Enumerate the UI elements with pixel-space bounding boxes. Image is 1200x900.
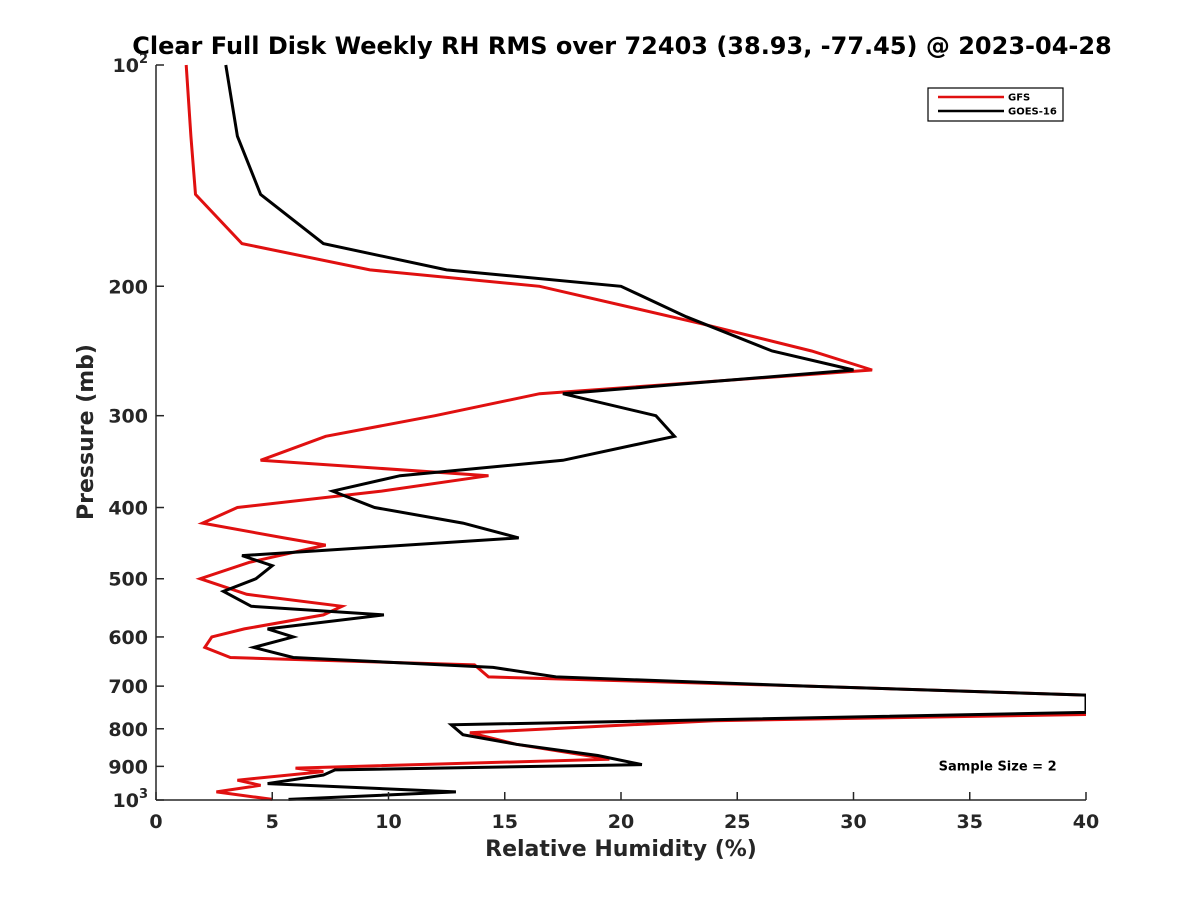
x-tick-label: 10 [375,811,401,833]
y-tick-label: 300 [108,406,148,428]
legend: GFS GOES-16 [927,87,1064,122]
x-tick-label: 15 [492,811,518,833]
annotation-layer: Sample Size = 2 [939,759,1057,774]
x-tick-label: 25 [724,811,750,833]
y-tick-label: 700 [108,676,148,698]
y-tick-label: 800 [108,719,148,741]
sample-size-annotation: Sample Size = 2 [939,759,1057,774]
chart-title: Clear Full Disk Weekly RH RMS over 72403… [132,32,1112,60]
legend-entry-label: GFS [1008,93,1030,104]
x-tick-label: 30 [840,811,866,833]
y-tick-label: 600 [108,627,148,649]
y-tick-label: 900 [108,756,148,778]
x-tick-label: 40 [1073,811,1099,833]
x-tick-label: 0 [149,811,162,833]
x-tick-label: 20 [608,811,634,833]
x-tick-label: 35 [957,811,983,833]
plot-background [156,65,1086,800]
y-axis-label: Pressure (mb) [74,344,99,520]
plot-area [156,65,1086,800]
x-axis-label: Relative Humidity (%) [485,837,757,862]
series-line-goes-16 [219,64,1086,801]
y-tick-label: 500 [108,569,148,591]
x-tick-label: 5 [266,811,279,833]
legend-box [927,87,1064,122]
y-tick-label: 400 [108,498,148,520]
y-tick-label: 103 [113,787,149,812]
y-tick-label: 200 [108,276,148,298]
series-layer [184,64,1086,801]
ticks-layer: 0 5 10 15 20 25 30 35 40 102 200 300 400 500 600 700 800… [108,52,1099,833]
legend-entry-label: GOES-16 [1008,107,1057,118]
y-tick-label: 102 [113,52,149,77]
